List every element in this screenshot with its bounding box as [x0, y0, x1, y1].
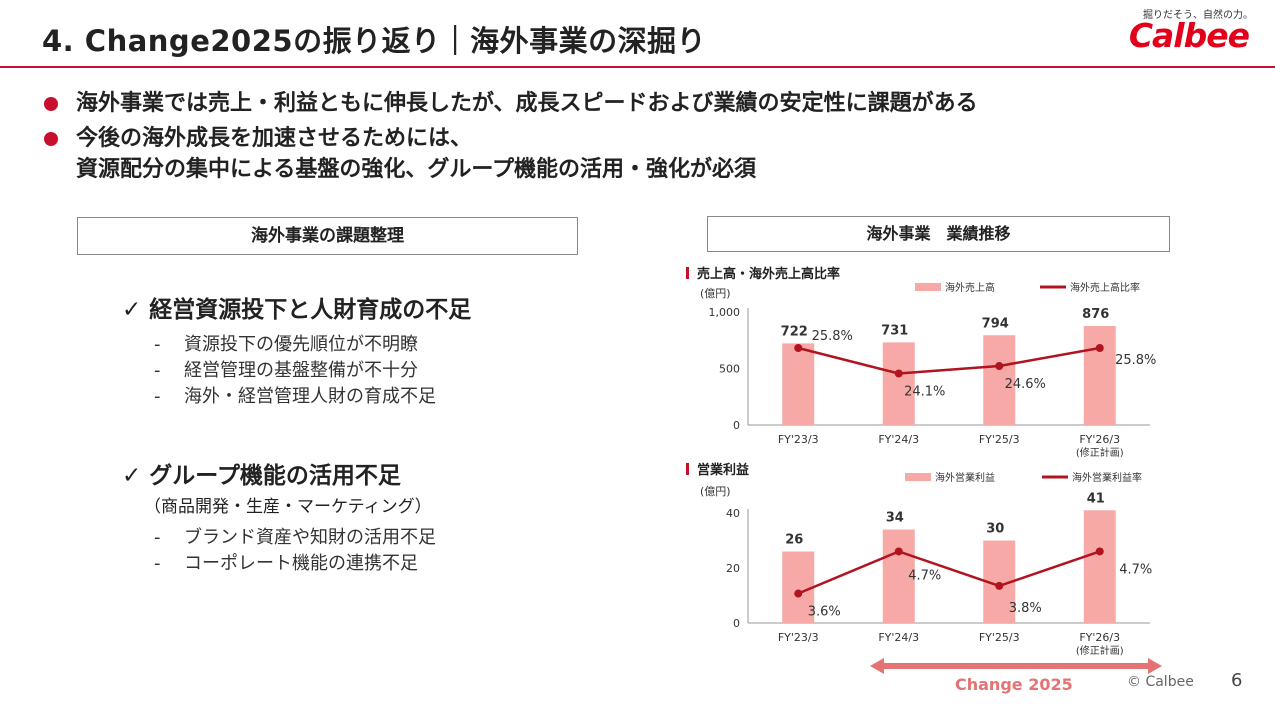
- issue-subtitle: （商品開発・生産・マーケティング）: [144, 497, 432, 517]
- y-tick-label: 0: [733, 617, 740, 630]
- line-point: [1095, 547, 1104, 556]
- bar-value-label: 876: [1082, 307, 1109, 322]
- unit-label: (億円): [700, 287, 731, 300]
- x-tick-label: FY'26/3: [1079, 433, 1120, 446]
- legend-label: 海外営業利益率: [1072, 471, 1142, 484]
- bar-value-label: 722: [781, 324, 808, 339]
- line-value-label: 4.7%: [908, 568, 941, 583]
- chart-title-text: 営業利益: [697, 463, 750, 478]
- profit-chart: 海外営業利益 海外営業利益率 (億円) 0 20 40 26 FY'23/3 34 FY'24/3…: [700, 471, 1152, 657]
- bar-value-label: 34: [886, 511, 904, 526]
- series-line: [797, 550, 1101, 595]
- title-divider: [0, 66, 1275, 68]
- line-point: [1095, 344, 1104, 352]
- chart-title-text: 売上高・海外売上高比率: [697, 267, 841, 282]
- x-tick-label: FY'24/3: [878, 433, 919, 446]
- bar: [1083, 326, 1116, 425]
- line-value-label: 24.1%: [904, 385, 945, 400]
- bullet-dot-icon: [44, 97, 58, 111]
- calbee-logo: Calbee: [1128, 16, 1250, 55]
- issue-item: コーポレート機能の連携不足: [154, 551, 436, 577]
- logo-tagline: 掘りだそう、自然の力。: [1143, 10, 1253, 21]
- bullet-dot-icon: [44, 132, 58, 146]
- page-title: 4. Change2025の振り返り｜海外事業の深掘り: [42, 24, 707, 58]
- y-tick-label: 0: [733, 419, 740, 432]
- bullet-item: 海外事業では売上・利益ともに伸長したが、成長スピードおよび業績の安定性に課題があ…: [44, 88, 978, 119]
- sales-chart: 海外売上高 海外売上高比率 (億円) 0 500 1,000 722 FY'23/3 731 FY…: [700, 281, 1156, 459]
- x-tick-note: (修正計画): [1076, 644, 1124, 657]
- issue-item: 海外・経営管理人財の育成不足: [154, 384, 471, 410]
- chart-title-profit: 営業利益: [686, 459, 749, 478]
- bar-value-label: 26: [785, 533, 803, 548]
- line-value-label: 25.8%: [812, 329, 853, 344]
- y-tick-label: 1,000: [709, 306, 741, 319]
- line-point: [894, 369, 903, 378]
- legend-label: 海外売上高: [945, 281, 995, 294]
- check-icon: ✓: [122, 463, 142, 489]
- page-number: 6: [1231, 670, 1243, 691]
- line-value-label: 3.8%: [1009, 601, 1042, 616]
- line-point: [794, 589, 803, 598]
- issue-item: ブランド資産や知財の活用不足: [154, 525, 436, 551]
- performance-heading: 海外事業 業績推移: [707, 216, 1170, 252]
- issue-item: 資源投下の優先順位が不明瞭: [154, 332, 471, 358]
- legend-label: 海外営業利益: [935, 471, 995, 484]
- bullet-text: 今後の海外成長を加速させるためには、: [76, 126, 473, 151]
- bar-value-label: 731: [881, 323, 908, 338]
- bar: [782, 343, 815, 425]
- bullet-text: 資源配分の集中による基盤の強化、グループ機能の活用・強化が必須: [76, 157, 757, 182]
- bar: [983, 335, 1016, 425]
- bullet-item: 今後の海外成長を加速させるためには、 資源配分の集中による基盤の強化、グループ機…: [44, 123, 978, 185]
- legend-bar-swatch: [915, 283, 941, 291]
- bar: [1083, 510, 1116, 623]
- chart-title-sales: 売上高・海外売上高比率: [686, 263, 840, 282]
- check-icon: ✓: [122, 297, 142, 323]
- bullet-text: 海外事業では売上・利益ともに伸長したが、成長スピードおよび業績の安定性に課題があ…: [76, 91, 978, 116]
- line-value-label: 25.8%: [1115, 353, 1156, 368]
- x-tick-label: FY'26/3: [1079, 631, 1120, 644]
- x-tick-label: FY'23/3: [778, 631, 819, 644]
- bar-value-label: 41: [1087, 491, 1105, 506]
- bar-value-label: 30: [986, 522, 1004, 537]
- y-tick-label: 500: [719, 363, 740, 376]
- line-point: [794, 344, 803, 352]
- bar: [882, 529, 915, 623]
- y-tick-label: 20: [726, 562, 740, 575]
- series-line: [797, 346, 1100, 375]
- bar-value-label: 794: [982, 316, 1009, 331]
- issue-block: ✓ 経営資源投下と人財育成の不足 資源投下の優先順位が不明瞭 経営管理の基盤整備…: [122, 290, 471, 410]
- line-value-label: 4.7%: [1119, 562, 1152, 577]
- line-point: [995, 581, 1004, 590]
- unit-label: (億円): [700, 485, 731, 498]
- legend-label: 海外売上高比率: [1070, 281, 1140, 294]
- legend-bar-swatch: [905, 473, 931, 481]
- issue-title: グループ機能の活用不足: [149, 463, 401, 489]
- y-tick-label: 40: [726, 507, 740, 520]
- bar: [782, 551, 815, 623]
- x-tick-label: FY'23/3: [778, 433, 819, 446]
- line-value-label: 24.6%: [1005, 377, 1046, 392]
- line-point: [995, 362, 1004, 370]
- issue-block: ✓ グループ機能の活用不足 （商品開発・生産・マーケティング） ブランド資産や知…: [122, 456, 436, 577]
- change2025-label: Change 2025: [955, 675, 1073, 694]
- x-tick-label: FY'24/3: [878, 631, 919, 644]
- issues-heading: 海外事業の課題整理: [77, 217, 578, 255]
- line-value-label: 3.6%: [808, 605, 841, 620]
- line-point: [894, 547, 903, 556]
- issue-item: 経営管理の基盤整備が不十分: [154, 358, 471, 384]
- title-marker: [686, 462, 689, 475]
- change2025-arrow: [870, 658, 1162, 674]
- bar: [882, 342, 915, 425]
- title-marker: [686, 266, 689, 279]
- summary-bullets: 海外事業では売上・利益ともに伸長したが、成長スピードおよび業績の安定性に課題があ…: [44, 88, 978, 189]
- issue-title: 経営資源投下と人財育成の不足: [149, 297, 472, 323]
- x-tick-note: (修正計画): [1076, 446, 1124, 459]
- x-tick-label: FY'25/3: [979, 433, 1020, 446]
- x-tick-label: FY'25/3: [979, 631, 1020, 644]
- copyright: © Calbee: [1127, 674, 1194, 690]
